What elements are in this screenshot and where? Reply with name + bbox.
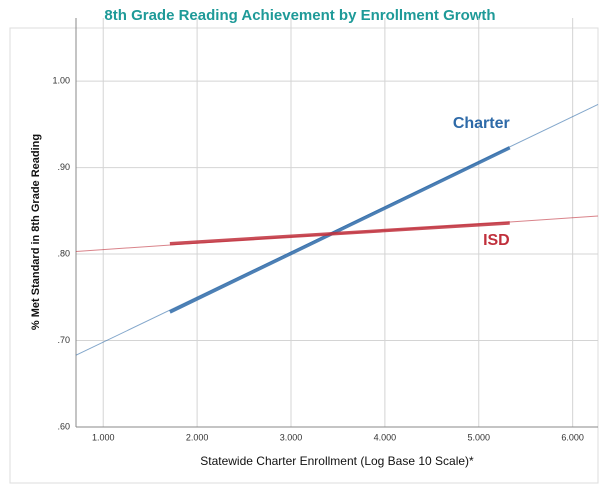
y-tick-label: .70 [57, 335, 70, 345]
chart-title: 8th Grade Reading Achievement by Enrollm… [104, 7, 495, 24]
y-tick-label: .60 [57, 421, 70, 431]
x-tick-label: 5.000 [468, 432, 491, 442]
frame [9, 27, 599, 484]
series-label: Charter [453, 115, 510, 132]
y-tick-label: 1.00 [52, 75, 70, 85]
x-axis-label: Statewide Charter Enrollment (Log Base 1… [200, 454, 474, 468]
x-tick-label: 3.000 [280, 432, 303, 442]
y-tick-label: .80 [57, 248, 70, 258]
x-tick-label: 6.000 [561, 432, 584, 442]
observed-line [169, 146, 511, 314]
x-tick-label: 4.000 [374, 432, 397, 442]
y-tick-label: .90 [57, 162, 70, 172]
y-axis-label: % Met Standard in 8th Grade Reading [30, 134, 42, 330]
series-label: ISD [483, 232, 510, 249]
x-tick-label: 1.000 [92, 432, 115, 442]
observed-line [169, 221, 510, 246]
x-tick-label: 2.000 [186, 432, 209, 442]
